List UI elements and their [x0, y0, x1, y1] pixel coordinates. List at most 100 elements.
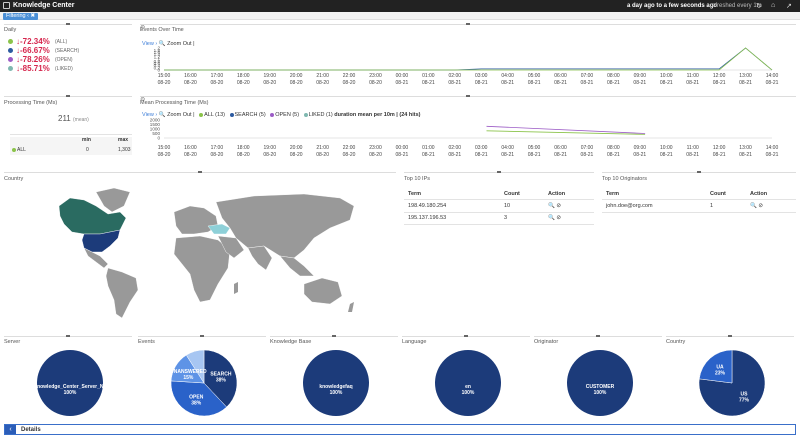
y-tick-label: 1.6	[154, 50, 161, 55]
legend-liked[interactable]: LIKED (1)	[308, 112, 333, 118]
x-tick-date: 08-21	[396, 152, 409, 158]
details-label[interactable]: Details	[21, 427, 41, 433]
panel-title: Events	[138, 339, 155, 345]
legend-search[interactable]: SEARCH (5)	[234, 112, 266, 118]
mean-processing-time-chart[interactable]: 200015001000500015:0008-2016:0008-2017:0…	[140, 118, 796, 162]
y-tick-label: 1.8	[154, 48, 161, 53]
x-tick-label: 05:00	[528, 73, 541, 79]
pie-slice[interactable]	[170, 380, 227, 417]
x-tick-date: 08-20	[316, 152, 329, 158]
details-bar: ‹ Details	[4, 424, 796, 435]
x-tick-date: 08-20	[263, 80, 276, 86]
events-over-time-panel: Events Over Time ⚙ View › 🔍 Zoom Out | 2…	[140, 23, 796, 88]
map-southeast-asia	[279, 255, 315, 277]
gear-icon[interactable]: ⚙	[140, 97, 146, 103]
x-tick-date: 08-20	[158, 152, 171, 158]
series-line-all[interactable]	[164, 47, 773, 71]
x-tick-label: 18:00	[237, 73, 250, 79]
pie-slice-value: 38%	[216, 377, 227, 383]
map-south-america	[105, 267, 139, 319]
x-tick-label: 07:00	[581, 145, 594, 151]
x-tick-date: 08-21	[475, 80, 488, 86]
open-dot-icon	[8, 57, 13, 62]
x-tick-label: 08:00	[607, 73, 620, 79]
x-tick-label: 19:00	[263, 145, 276, 151]
x-tick-label: 11:00	[687, 145, 699, 151]
pie-slice[interactable]	[185, 349, 205, 384]
share-icon[interactable]: ↗	[786, 3, 792, 10]
pie-slice[interactable]	[567, 350, 633, 416]
x-tick-date: 08-21	[396, 80, 409, 86]
zoom-in-icon[interactable]: 🔍	[750, 203, 757, 209]
x-tick-label: 03:00	[475, 145, 488, 151]
zoom-in-icon[interactable]: 🔍	[548, 215, 555, 221]
zoom-out-button[interactable]: 🔍 Zoom Out |	[158, 41, 195, 47]
legend-all[interactable]: ALL (13)	[204, 112, 225, 118]
x-tick-label: 22:00	[343, 145, 356, 151]
gear-icon[interactable]: ⚙	[140, 25, 146, 31]
x-tick-label: 08:00	[607, 145, 620, 151]
processing-stats-table: min max ALL 0 1,303	[10, 137, 132, 155]
view-toggle[interactable]: View	[142, 112, 154, 118]
ban-icon[interactable]: ⊘	[556, 215, 561, 221]
pie-slice-label: CUSTOMER	[586, 384, 615, 390]
pie-slice-value: 23%	[715, 370, 726, 376]
panel-title: Server	[4, 339, 21, 345]
pie-slice-value: 38%	[191, 400, 202, 406]
pie-slice[interactable]	[435, 350, 501, 416]
world-map[interactable]	[4, 172, 396, 328]
x-tick-date: 08-21	[581, 80, 594, 86]
x-tick-date: 08-21	[554, 80, 567, 86]
chevron-left-icon[interactable]: ‹	[5, 425, 16, 434]
x-tick-date: 08-21	[686, 152, 699, 158]
legend-open[interactable]: OPEN (5)	[275, 112, 300, 118]
x-tick-date: 08-20	[290, 80, 303, 86]
series-line-all[interactable]	[486, 130, 646, 135]
events-over-time-chart[interactable]: 21.81.61.41.210.80.60.40.2015:0008-2016:…	[140, 46, 796, 86]
refresh-interval[interactable]: refreshed every 1m	[710, 3, 762, 9]
zoom-in-icon[interactable]: 🔍	[548, 203, 555, 209]
legend-open-dot-icon	[270, 112, 275, 117]
pie-slice[interactable]	[698, 349, 733, 384]
home-icon[interactable]: ⌂	[771, 2, 776, 9]
ban-icon[interactable]: ⊘	[758, 203, 763, 209]
x-tick-date: 08-21	[713, 80, 726, 86]
x-tick-date: 08-21	[422, 80, 435, 86]
top-bar: Knowledge Center a day ago to a few seco…	[0, 0, 800, 12]
pie-panel-originator: Originator CUSTOMER 100%	[534, 335, 662, 422]
map-south-asia	[247, 245, 273, 271]
filtering-toggle[interactable]: Filtering ‹ ✖	[3, 13, 39, 20]
x-tick-date: 08-20	[316, 80, 329, 86]
panel-title: Top 10 Originators	[602, 176, 647, 182]
x-tick-date: 08-20	[237, 80, 250, 86]
pie-slice[interactable]	[37, 350, 103, 416]
pie-slice-value: 77%	[739, 398, 750, 404]
x-tick-label: 22:00	[343, 73, 356, 79]
map-middle-east	[217, 235, 245, 259]
zoom-out-button[interactable]: 🔍 Zoom Out |	[158, 112, 195, 118]
view-toggle[interactable]: View	[142, 41, 154, 47]
top-ips-panel: Top 10 IPs Term Count Action 198.49.180.…	[404, 171, 594, 232]
pie-slice-label: US	[741, 392, 749, 398]
x-tick-label: 19:00	[263, 73, 276, 79]
x-tick-label: 16:00	[184, 145, 197, 151]
refresh-icon[interactable]: ↻	[756, 3, 762, 10]
time-range[interactable]: a day ago to a few seconds ago	[627, 3, 718, 9]
series-line-open[interactable]	[486, 125, 646, 134]
pie-slice[interactable]	[303, 350, 369, 416]
series-line-search[interactable]	[164, 47, 773, 71]
x-tick-label: 18:00	[237, 145, 250, 151]
x-tick-label: 12:00	[713, 73, 726, 79]
y-tick-label: 1.4	[154, 52, 161, 57]
pie-panel-events: Events SEARCH 38% OPEN 38% UNANSWERED 15%	[138, 335, 266, 422]
pie-slice[interactable]	[203, 349, 238, 408]
pie-slice-value: 100%	[594, 390, 607, 396]
ban-icon[interactable]: ⊘	[556, 203, 561, 209]
x-tick-date: 08-21	[660, 80, 673, 86]
